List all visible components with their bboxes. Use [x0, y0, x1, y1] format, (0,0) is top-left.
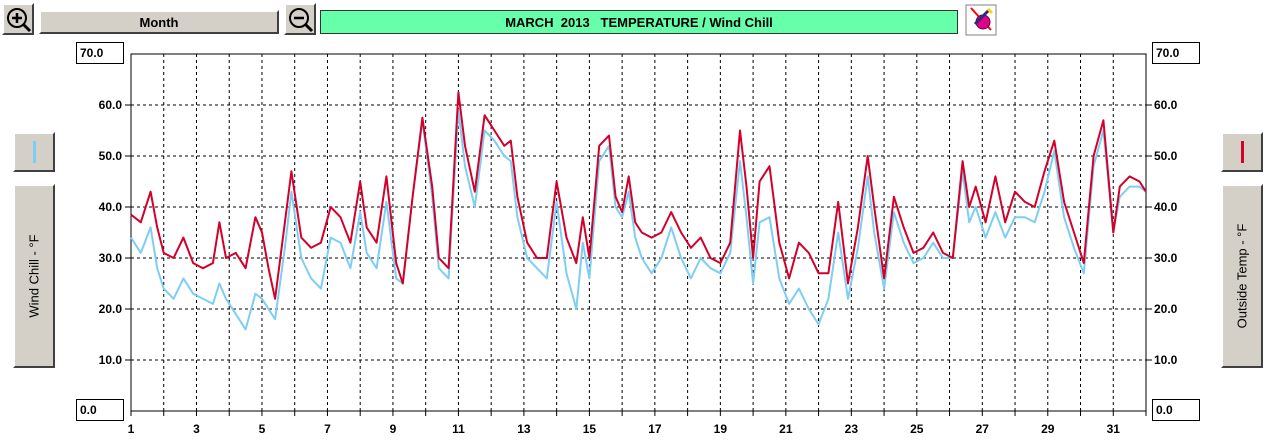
y-tick-label-left: 10.0 — [99, 353, 123, 367]
y-tick-label-left: 30.0 — [99, 251, 123, 265]
wind-chill-axis-title-button[interactable]: Wind Chill - °F — [13, 184, 55, 368]
chart-title: MARCH 2013 TEMPERATURE / Wind Chill — [320, 10, 958, 34]
x-tick-label: 25 — [910, 422, 924, 436]
outside-temp-line — [130, 91, 1147, 300]
y-tick-label-right: 20.0 — [1154, 302, 1178, 316]
x-tick-label: 13 — [517, 422, 531, 436]
x-tick-label: 7 — [324, 422, 331, 436]
left-axis-title: Wind Chill - °F — [26, 234, 42, 318]
y-tick-label-right: 30.0 — [1154, 251, 1178, 265]
left-axis-max-value: 70.0 — [80, 46, 104, 60]
right-axis-max-value: 70.0 — [1156, 46, 1180, 60]
outside-temp-swatch — [1241, 141, 1244, 163]
range-button[interactable]: Month — [39, 10, 279, 34]
right-axis-min-value: 0.0 — [1156, 403, 1173, 417]
x-tick-label: 23 — [845, 422, 859, 436]
x-tick-label: 1 — [128, 422, 135, 436]
x-tick-label: 21 — [779, 422, 793, 436]
grid-lines — [131, 54, 1146, 411]
y-tick-label-right: 60.0 — [1154, 98, 1178, 112]
left-axis-min-value: 0.0 — [80, 403, 97, 417]
wind-chill-legend-button[interactable] — [13, 132, 55, 172]
print-pen-icon — [965, 4, 997, 36]
x-tick-label: 3 — [193, 422, 200, 436]
outside-temp-axis-title-button[interactable]: Outside Temp - °F — [1221, 184, 1263, 368]
outside-temp-legend-button[interactable] — [1221, 132, 1263, 172]
x-tick-label: 27 — [976, 422, 990, 436]
y-tick-label-right: 50.0 — [1154, 149, 1178, 163]
x-tick-label: 9 — [390, 422, 397, 436]
y-tick-label-right: 10.0 — [1154, 353, 1178, 367]
x-tick-label: 31 — [1107, 422, 1121, 436]
y-tick-label-left: 60.0 — [99, 98, 123, 112]
y-tick-label-left: 40.0 — [99, 200, 123, 214]
wind-chill-line — [130, 109, 1147, 331]
x-axis-ticks: 1 3 5 7 9 11 13 15 17 19 21 23 25 27 29 31 — [128, 411, 1147, 436]
right-axis-title: Outside Temp - °F — [1234, 223, 1250, 329]
x-tick-label: 17 — [648, 422, 662, 436]
x-tick-label: 5 — [259, 422, 266, 436]
right-axis-max-box[interactable]: 70.0 — [1152, 42, 1200, 64]
zoom-out-icon — [289, 8, 314, 33]
left-axis-min-box[interactable]: 0.0 — [76, 399, 124, 421]
left-axis-max-box[interactable]: 70.0 — [76, 42, 124, 64]
y-tick-label-left: 20.0 — [99, 302, 123, 316]
print-button[interactable] — [965, 4, 997, 36]
x-tick-label: 11 — [452, 422, 465, 436]
y-tick-label-left: 50.0 — [99, 149, 123, 163]
range-button-label: Month — [139, 14, 179, 30]
x-tick-label: 19 — [714, 422, 728, 436]
wind-chill-swatch — [33, 141, 36, 163]
y-axis-ticks: 10.0 10.0 20.0 20.0 30.0 30.0 40.0 40.0 50.0 50.0… — [99, 98, 1178, 367]
x-tick-label: 29 — [1041, 422, 1055, 436]
x-tick-label: 15 — [583, 422, 597, 436]
zoom-in-icon — [7, 8, 32, 33]
zoom-in-button[interactable] — [2, 3, 34, 35]
zoom-out-button[interactable] — [284, 3, 316, 35]
series-group — [130, 91, 1147, 331]
y-tick-label-right: 40.0 — [1154, 200, 1178, 214]
right-axis-min-box[interactable]: 0.0 — [1152, 399, 1200, 421]
